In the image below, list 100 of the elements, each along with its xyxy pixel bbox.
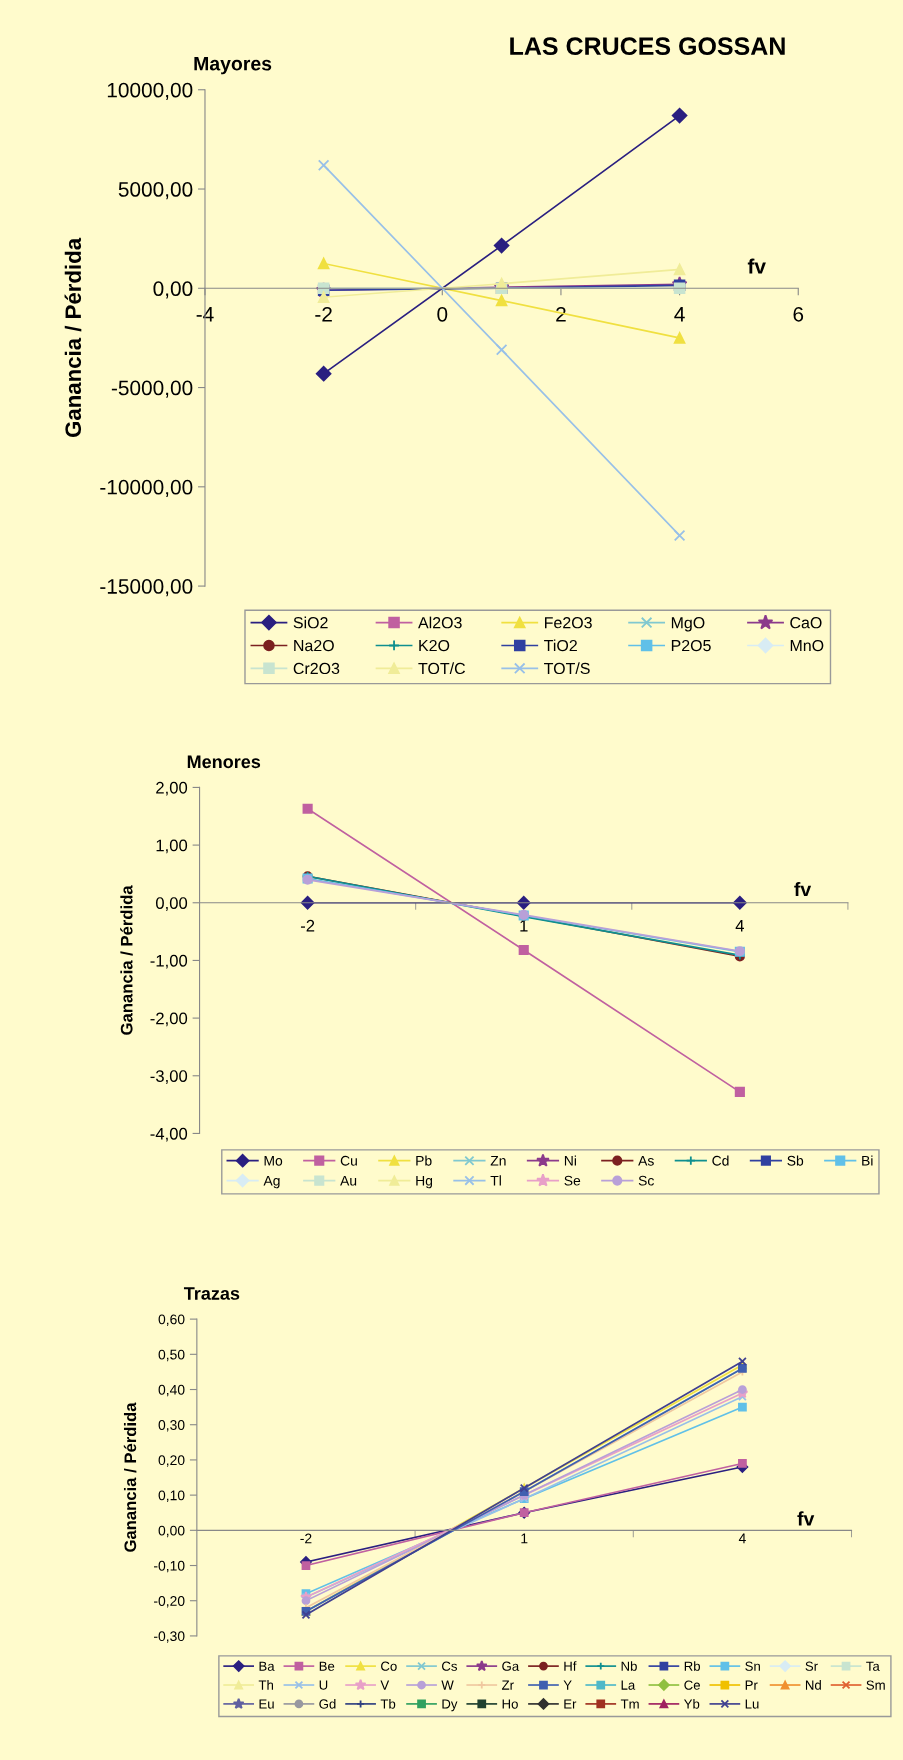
x-tick-label: 0 <box>437 306 448 322</box>
legend-label: Zn <box>490 1155 506 1166</box>
x-tick-label: 4 <box>674 307 685 322</box>
legend-label: Cd <box>712 1155 729 1166</box>
legend-label: Se <box>564 1175 581 1186</box>
legend-label: Ag <box>263 1175 280 1189</box>
legend-label: Hg <box>416 1175 433 1189</box>
y-tick-label: -0,10 <box>154 1560 185 1573</box>
legend-label: Al2O3 <box>418 616 462 629</box>
y-axis-title: Ganancia / Pérdida <box>120 885 133 1035</box>
legend-label: Hf <box>564 1661 577 1671</box>
legend-label: K2O <box>419 639 450 652</box>
x-tick-label: -2 <box>300 1533 312 1544</box>
legend-label: Mo <box>264 1155 283 1166</box>
x-tick-label: -2 <box>300 919 315 932</box>
legend-label: Ga <box>502 1661 520 1671</box>
chart-title: Menores <box>187 755 261 769</box>
legend-label: Ta <box>866 1661 880 1671</box>
legend-label: MnO <box>790 639 824 652</box>
legend-label: Zr <box>501 1680 514 1690</box>
legend-label: U <box>319 1680 328 1690</box>
x-axis-title: fv <box>794 882 812 897</box>
y-tick-label: -2,00 <box>150 1012 188 1027</box>
legend-label: Nb <box>621 1661 637 1671</box>
legend-label: CaO <box>790 617 822 629</box>
y-tick-label: 0,00 <box>158 1525 185 1538</box>
x-tick-label: -2 <box>315 306 332 322</box>
legend-label: Bi <box>862 1155 873 1166</box>
legend-label: Na2O <box>294 639 334 652</box>
y-tick-label: -0,20 <box>154 1596 185 1608</box>
legend-label: Sc <box>638 1175 654 1186</box>
legend-label: Y <box>563 1680 572 1690</box>
legend-label: Cr2O3 <box>293 662 340 675</box>
legend-label: Yb <box>683 1698 700 1709</box>
x-tick-label: -4 <box>196 307 214 322</box>
x-tick-label: 1 <box>521 1533 528 1544</box>
legend-label: Nd <box>805 1680 821 1690</box>
legend-label: Cu <box>340 1155 357 1166</box>
legend-label: Pb <box>416 1155 432 1166</box>
legend-label: TOT/C <box>418 662 466 675</box>
y-axis-title: Ganancia / Pérdida <box>64 237 82 438</box>
legend-label: La <box>621 1680 636 1690</box>
y-tick-label: 2,00 <box>156 781 188 796</box>
y-tick-label: -10000,00 <box>100 479 193 498</box>
x-tick-label: 1 <box>520 920 528 932</box>
legend-label: SiO2 <box>293 616 328 629</box>
legend-label: Tl <box>490 1175 501 1186</box>
legend-label: MgO <box>671 617 705 632</box>
y-tick-label: 0,10 <box>158 1490 185 1502</box>
y-tick-label: -3,00 <box>150 1070 188 1084</box>
legend-label: Be <box>319 1661 335 1671</box>
legend-label: As <box>638 1155 654 1166</box>
legend-label: Rb <box>684 1661 700 1671</box>
y-tick-label: 10000,00 <box>107 82 193 100</box>
legend-label: P2O5 <box>671 639 711 652</box>
y-tick-label: 1,00 <box>156 839 188 854</box>
legend-label: Ce <box>684 1680 700 1690</box>
y-tick-label: 0,60 <box>158 1314 185 1326</box>
y-tick-label: -4,00 <box>150 1127 188 1142</box>
x-tick-label: 2 <box>556 306 566 322</box>
legend-label: Tb <box>380 1698 396 1709</box>
y-tick-label: 0,40 <box>158 1384 185 1397</box>
legend-label: Gd <box>319 1698 336 1709</box>
legend-label: Ho <box>502 1699 518 1709</box>
legend-label: Sm <box>866 1680 885 1690</box>
legend-label: V <box>380 1680 390 1690</box>
legend-label: TiO2 <box>544 639 577 652</box>
y-tick-label: -0,30 <box>154 1631 185 1643</box>
legend-label: Ni <box>564 1155 576 1166</box>
y-tick-label: 0,00 <box>155 897 188 911</box>
y-tick-label: 0,00 <box>153 281 193 299</box>
x-tick-label: 4 <box>735 920 745 932</box>
legend-label: Er <box>564 1699 577 1709</box>
legend-label: Sb <box>787 1155 804 1166</box>
x-tick-label: 6 <box>793 306 804 322</box>
legend-label: Ba <box>259 1661 275 1671</box>
x-axis-title: fv <box>747 258 766 274</box>
x-axis-title: fv <box>797 1511 815 1526</box>
legend-label: Dy <box>442 1699 458 1712</box>
legend-label: Fe2O3 <box>545 617 592 629</box>
legend-label: Co <box>381 1661 397 1671</box>
y-tick-label: -5000,00 <box>111 380 193 398</box>
legend-label: Lu <box>745 1699 759 1709</box>
y-axis-title: Ganancia / Pérdida <box>123 1402 137 1552</box>
legend-label: Au <box>340 1175 357 1186</box>
x-tick-label: 4 <box>738 1533 746 1544</box>
legend-label: TOT/S <box>544 662 590 675</box>
legend-label: Pr <box>745 1680 758 1690</box>
legend-label: Cs <box>442 1661 457 1671</box>
legend-label: W <box>441 1680 454 1690</box>
chart-title: Mayores <box>194 56 272 75</box>
y-tick-label: 0,50 <box>158 1349 185 1362</box>
legend-label: Eu <box>259 1699 274 1709</box>
legend-label: Sn <box>745 1661 760 1671</box>
legend-label: Th <box>258 1680 273 1690</box>
y-tick-label: -15000,00 <box>100 579 193 597</box>
y-tick-label: -1,00 <box>150 954 188 969</box>
text: LAS CRUCES GOSSAN <box>510 37 785 56</box>
y-tick-label: 0,20 <box>158 1455 185 1467</box>
y-tick-label: 5000,00 <box>118 182 193 200</box>
